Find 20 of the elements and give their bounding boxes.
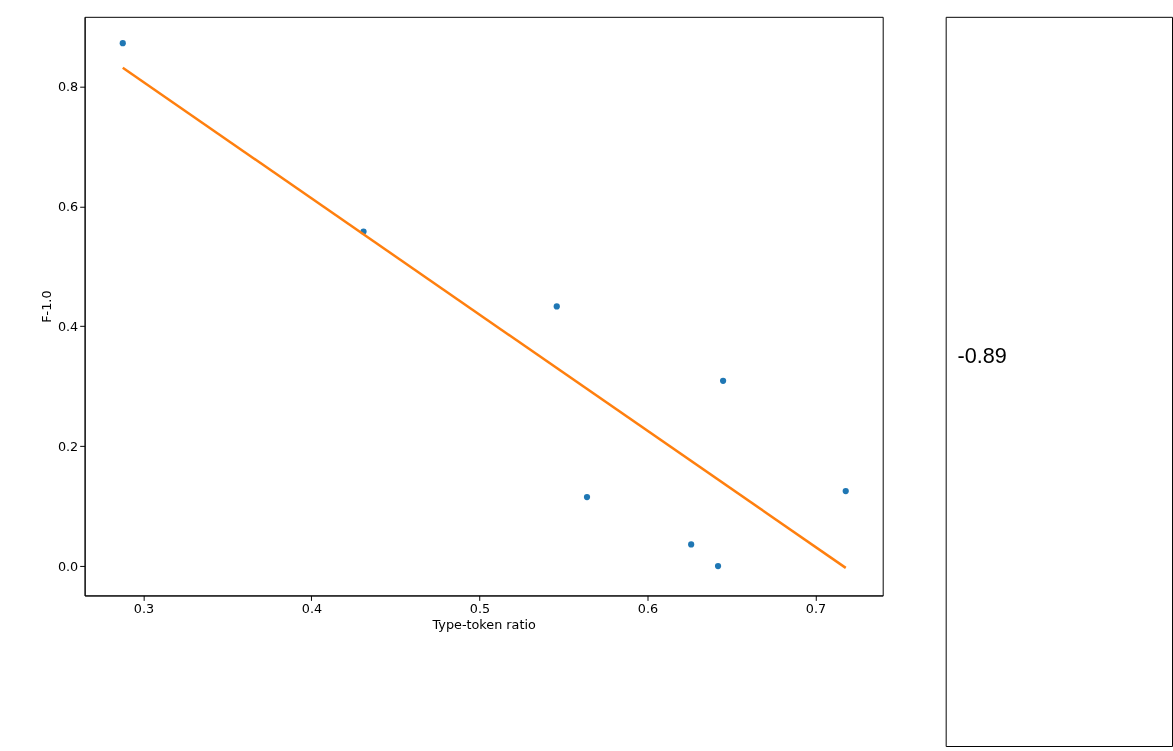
x-axis-title: Type-token ratio xyxy=(431,617,536,633)
point xyxy=(119,40,126,47)
point xyxy=(842,488,849,495)
text: -0.89 xyxy=(957,343,1007,369)
x-tick-label: 0.5 xyxy=(469,600,491,616)
y-tick-label: 0.8 xyxy=(57,78,79,94)
point xyxy=(719,377,727,384)
point xyxy=(688,541,695,548)
y-tick-label: 0.0 xyxy=(57,558,79,574)
x-tick-label: 0.7 xyxy=(805,600,827,616)
y-axis-title: F-1.0 xyxy=(39,290,54,323)
point xyxy=(553,303,560,310)
y-tick-label: 0.6 xyxy=(57,198,79,214)
y-tick-label: 0.2 xyxy=(57,438,79,454)
point xyxy=(714,562,722,570)
x-tick-label: 0.6 xyxy=(637,600,659,616)
x-tick-label: 0.3 xyxy=(133,600,155,616)
point xyxy=(583,494,591,501)
y-tick-label: 0.4 xyxy=(57,318,79,334)
x-tick-label: 0.4 xyxy=(301,600,323,616)
